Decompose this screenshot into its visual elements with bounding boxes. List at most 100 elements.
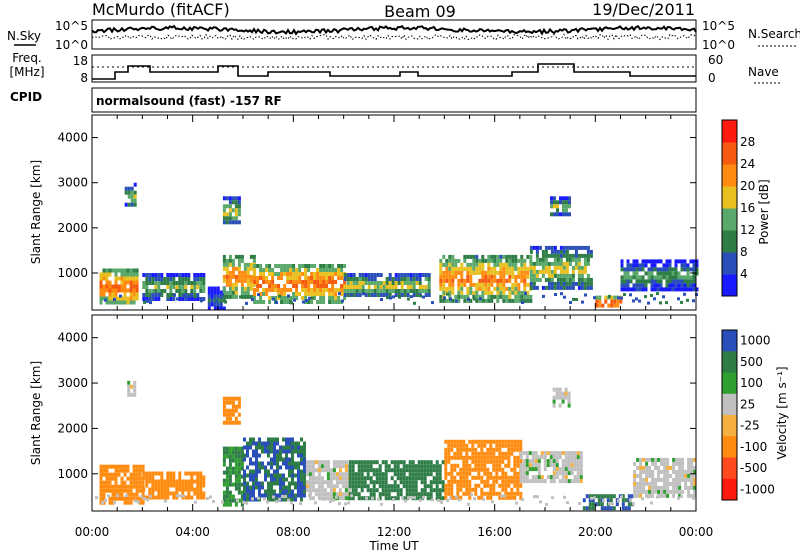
heatmap-cell <box>216 286 220 291</box>
heatmap-cell <box>243 294 247 299</box>
heatmap-cell <box>501 483 505 488</box>
heatmap-cell <box>184 285 188 289</box>
heatmap-cell <box>317 496 321 501</box>
heatmap-cell <box>234 200 238 205</box>
heatmap-cell <box>288 449 291 454</box>
heatmap-cell <box>445 286 449 291</box>
heatmap-cell <box>335 480 339 485</box>
heatmap-cell <box>474 439 478 444</box>
heatmap-cell <box>495 471 499 476</box>
heatmap-cell <box>240 450 244 455</box>
heatmap-cell <box>405 476 409 481</box>
heatmap-cell <box>468 483 472 488</box>
heatmap-cell <box>378 464 382 469</box>
heatmap-cell <box>114 484 118 489</box>
heatmap-cell <box>133 182 137 187</box>
heatmap-cell <box>249 262 253 267</box>
heatmap-cell <box>225 470 229 475</box>
heatmap-cell <box>399 472 403 477</box>
heatmap-cell <box>612 506 616 511</box>
heatmap-cell <box>583 285 587 290</box>
heatmap-cell <box>471 467 475 472</box>
heatmap-cell <box>538 261 542 266</box>
heatmap-cell <box>145 293 149 297</box>
heatmap-cell <box>157 277 161 281</box>
heatmap-cell <box>523 262 527 267</box>
heatmap-cell <box>553 281 557 286</box>
heatmap-cell <box>255 497 258 502</box>
heatmap-cell <box>531 475 535 480</box>
heatmap-cell <box>423 460 427 465</box>
heatmap-cell <box>529 258 533 263</box>
heatmap-cell <box>252 469 255 474</box>
heatmap-cell <box>129 284 133 289</box>
heatmap-cell <box>331 276 335 280</box>
heatmap-cell <box>480 451 484 456</box>
heatmap-cell <box>531 479 535 484</box>
heatmap-cell <box>541 253 545 258</box>
heatmap-cell <box>292 268 296 272</box>
heatmap-cell <box>202 285 206 289</box>
heatmap-cell <box>384 488 388 493</box>
heatmap-cell <box>686 298 689 302</box>
heatmap-cell <box>132 468 136 473</box>
heatmap-cell <box>267 497 270 502</box>
heatmap-cell <box>228 212 232 217</box>
heatmap-cell <box>172 495 176 500</box>
heatmap-cell <box>400 277 404 281</box>
heatmap-cell <box>369 464 373 469</box>
heatmap-cell <box>589 253 593 258</box>
heatmap-cell <box>678 477 682 482</box>
heatmap-cell <box>187 297 191 301</box>
heatmap-cell <box>187 281 191 285</box>
heatmap-cell <box>138 472 142 477</box>
heatmap-cell <box>364 293 368 297</box>
heatmap-cell <box>275 500 278 504</box>
heatmap-cell <box>489 475 493 480</box>
heatmap-cell <box>225 466 229 471</box>
heatmap-cell <box>120 296 124 301</box>
heatmap-cell <box>466 290 470 295</box>
heatmap-cell <box>366 476 370 481</box>
heatmap-cell <box>99 496 103 501</box>
heatmap-cell <box>442 262 446 267</box>
heatmap-cell <box>466 274 470 279</box>
heatmap-cell <box>252 441 255 446</box>
heatmap-cell <box>111 284 115 289</box>
colorbar-tick-label: 4 <box>740 267 748 281</box>
heatmap-cell <box>294 445 297 450</box>
heatmap-cell <box>316 300 320 304</box>
heatmap-cell <box>666 489 670 494</box>
heatmap-cell <box>420 460 424 465</box>
heatmap-cell <box>123 496 127 501</box>
heatmap-cell <box>453 475 457 480</box>
heatmap-cell <box>441 496 445 501</box>
heatmap-cell <box>571 245 575 250</box>
heatmap-cell <box>660 485 664 490</box>
heatmap-cell <box>196 471 200 476</box>
heatmap-cell <box>135 480 139 485</box>
heatmap-cell <box>556 249 560 254</box>
heatmap-cell <box>264 477 267 482</box>
heatmap-cell <box>514 286 518 291</box>
heatmap-cell <box>213 290 217 295</box>
heatmap-cell <box>660 489 664 494</box>
heatmap-cell <box>363 480 367 485</box>
heatmap-cell <box>565 269 569 274</box>
heatmap-cell <box>499 270 503 275</box>
heatmap-cell <box>417 464 421 469</box>
heatmap-cell <box>460 270 464 275</box>
heatmap-cell <box>151 479 155 484</box>
heatmap-cell <box>151 487 155 492</box>
heatmap-cell <box>412 289 416 293</box>
heatmap-cell <box>567 455 571 460</box>
heatmap-cell <box>343 289 347 293</box>
heatmap-cell <box>127 194 131 199</box>
heatmap-cell <box>551 496 554 500</box>
heatmap-cell <box>650 283 654 288</box>
heatmap-cell <box>502 262 506 267</box>
heatmap-cell <box>351 476 355 481</box>
heatmap-cell <box>666 481 670 486</box>
heatmap-cell <box>228 400 232 405</box>
